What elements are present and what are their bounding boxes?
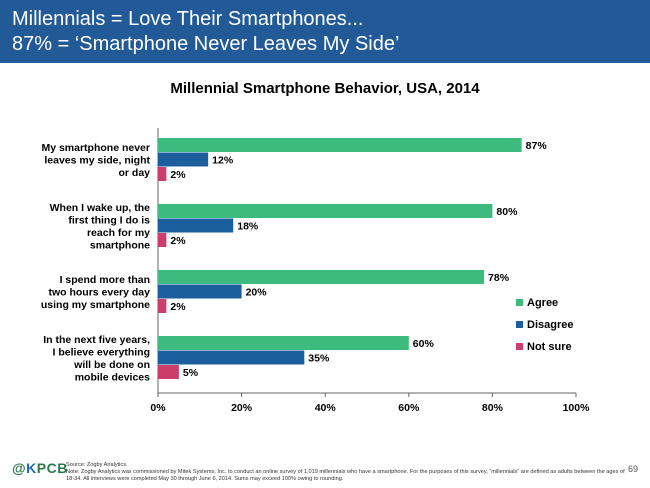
legend-label: Disagree bbox=[527, 319, 573, 331]
data-label: 18% bbox=[237, 221, 259, 233]
legend-label: Not sure bbox=[527, 341, 572, 353]
data-label: 2% bbox=[170, 169, 186, 181]
category-label: using my smartphone bbox=[41, 299, 150, 311]
data-label: 5% bbox=[183, 367, 199, 379]
bar-agree bbox=[158, 270, 485, 284]
data-label: 60% bbox=[413, 338, 435, 350]
footer-notes: Source: Zogby Analytics. Note: Zogby Ana… bbox=[66, 462, 626, 483]
data-label: 2% bbox=[170, 235, 186, 247]
data-label: 78% bbox=[488, 272, 510, 284]
data-label: 2% bbox=[170, 301, 186, 313]
x-tick-label: 20% bbox=[231, 402, 253, 414]
bar-not-sure bbox=[158, 233, 167, 247]
legend-swatch-not-sure bbox=[516, 343, 523, 350]
x-tick-label: 40% bbox=[315, 402, 337, 414]
bar-disagree bbox=[158, 152, 209, 167]
source-text: Source: Zogby Analytics. bbox=[66, 462, 128, 468]
category-label: first thing I do is bbox=[68, 214, 150, 226]
legend-label: Agree bbox=[527, 297, 558, 309]
chart-title: Millennial Smartphone Behavior, USA, 201… bbox=[170, 80, 480, 97]
data-label: 12% bbox=[212, 155, 234, 167]
x-tick-label: 80% bbox=[482, 402, 504, 414]
legend-swatch-disagree bbox=[516, 321, 523, 328]
x-tick-label: 60% bbox=[398, 402, 420, 414]
category-label: In the next five years, bbox=[43, 334, 150, 346]
page-number: 69 bbox=[627, 464, 638, 474]
header-banner: Millennials = Love Their Smartphones... … bbox=[0, 0, 650, 63]
category-label: mobile devices bbox=[75, 371, 150, 383]
data-label: 80% bbox=[496, 206, 518, 218]
bar-disagree bbox=[158, 284, 242, 299]
category-label: When I wake up, the bbox=[50, 202, 151, 214]
bar-disagree bbox=[158, 218, 234, 233]
category-label: will be done on bbox=[73, 359, 150, 371]
x-tick-label: 0% bbox=[150, 402, 166, 414]
data-label: 20% bbox=[246, 287, 268, 299]
category-label: My smartphone never bbox=[41, 142, 150, 154]
data-label: 35% bbox=[308, 353, 330, 365]
category-label: I believe everything bbox=[53, 346, 150, 358]
bar-not-sure bbox=[158, 365, 179, 379]
bar-agree bbox=[158, 336, 409, 350]
category-label: smartphone bbox=[90, 239, 150, 251]
category-label: two hours every day bbox=[48, 287, 150, 299]
category-label: or day bbox=[118, 167, 150, 179]
bar-agree bbox=[158, 204, 493, 218]
headline-line-1: Millennials = Love Their Smartphones... bbox=[12, 8, 364, 30]
headline-line-2: 87% = ‘Smartphone Never Leaves My Side’ bbox=[12, 33, 400, 55]
bar-agree bbox=[158, 138, 522, 152]
bar-not-sure bbox=[158, 167, 167, 181]
legend-swatch-agree bbox=[516, 299, 523, 306]
category-label: leaves my side, night bbox=[44, 155, 150, 167]
data-label: 87% bbox=[526, 140, 548, 152]
category-label: I spend more than bbox=[60, 274, 150, 286]
category-label: reach for my bbox=[87, 227, 150, 239]
x-tick-label: 100% bbox=[563, 402, 591, 414]
kpcb-logo: @KPCB bbox=[12, 460, 68, 476]
bar-disagree bbox=[158, 350, 305, 365]
bar-not-sure bbox=[158, 299, 167, 313]
note-text: Note: Zogby Analytics was commissioned b… bbox=[66, 469, 625, 482]
